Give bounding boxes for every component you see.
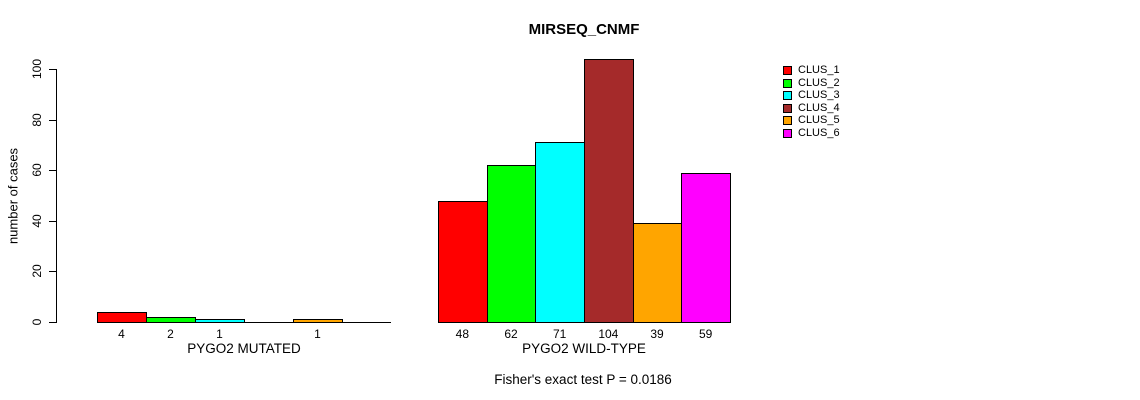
y-tick-label: 20 (30, 264, 44, 279)
bar (486, 165, 537, 323)
group-axis-label: PYGO2 MUTATED (187, 341, 301, 356)
bar (195, 319, 245, 323)
legend-item: CLUS_1 (783, 64, 863, 77)
legend-item: CLUS_3 (783, 89, 863, 102)
legend-label: CLUS_3 (798, 89, 840, 101)
bar (438, 200, 488, 323)
y-tick (49, 119, 56, 121)
y-tick (49, 220, 56, 222)
bar-value-label: 39 (650, 327, 664, 341)
y-tick (49, 170, 56, 172)
legend-label: CLUS_5 (798, 114, 840, 126)
bar-value-label: 2 (167, 327, 174, 341)
legend-item: CLUS_2 (783, 76, 863, 90)
bar (293, 319, 343, 323)
y-tick (49, 69, 56, 70)
bar-value-label: 62 (504, 327, 518, 341)
legend-item: CLUS_6 (783, 126, 863, 140)
annotation-text: Fisher's exact test P = 0.0186 (494, 372, 672, 387)
bar-value-label: 48 (455, 327, 470, 341)
bar-value-label: 1 (314, 327, 321, 341)
y-axis-line (56, 69, 57, 323)
bar-value-label: 1 (216, 327, 223, 341)
chart-title: MIRSEQ_CNMF (528, 21, 640, 38)
y-tick-label: 0 (30, 318, 44, 326)
bar-value-label: 104 (598, 327, 619, 341)
legend-swatch (783, 116, 792, 125)
bar-value-label: 4 (118, 327, 125, 341)
y-tick (49, 271, 56, 273)
legend-item: CLUS_5 (783, 114, 863, 127)
bar-value-label: 71 (552, 327, 567, 341)
legend-item: CLUS_4 (783, 101, 863, 115)
bar-value-label: 59 (698, 327, 713, 341)
bar (584, 58, 634, 323)
y-axis-title: number of cases (5, 147, 21, 245)
legend-label: CLUS_1 (798, 64, 840, 76)
legend-label: CLUS_2 (798, 76, 840, 89)
y-tick-label: 80 (30, 112, 44, 127)
legend-swatch (783, 103, 792, 113)
bar (146, 316, 196, 323)
y-tick (49, 322, 56, 323)
bar (681, 172, 731, 323)
y-tick-label: 100 (30, 58, 44, 80)
legend-swatch (783, 66, 792, 75)
legend-swatch (783, 128, 792, 138)
legend-swatch (783, 78, 792, 88)
y-tick-label: 40 (30, 214, 44, 228)
y-tick-label: 60 (30, 163, 44, 177)
bar (535, 142, 585, 323)
legend-label: CLUS_4 (798, 101, 840, 114)
legend-swatch (783, 91, 792, 100)
bar (632, 223, 683, 323)
group-axis-label: PYGO2 WILD-TYPE (522, 341, 646, 356)
legend-label: CLUS_6 (798, 126, 840, 139)
bar (97, 311, 147, 323)
